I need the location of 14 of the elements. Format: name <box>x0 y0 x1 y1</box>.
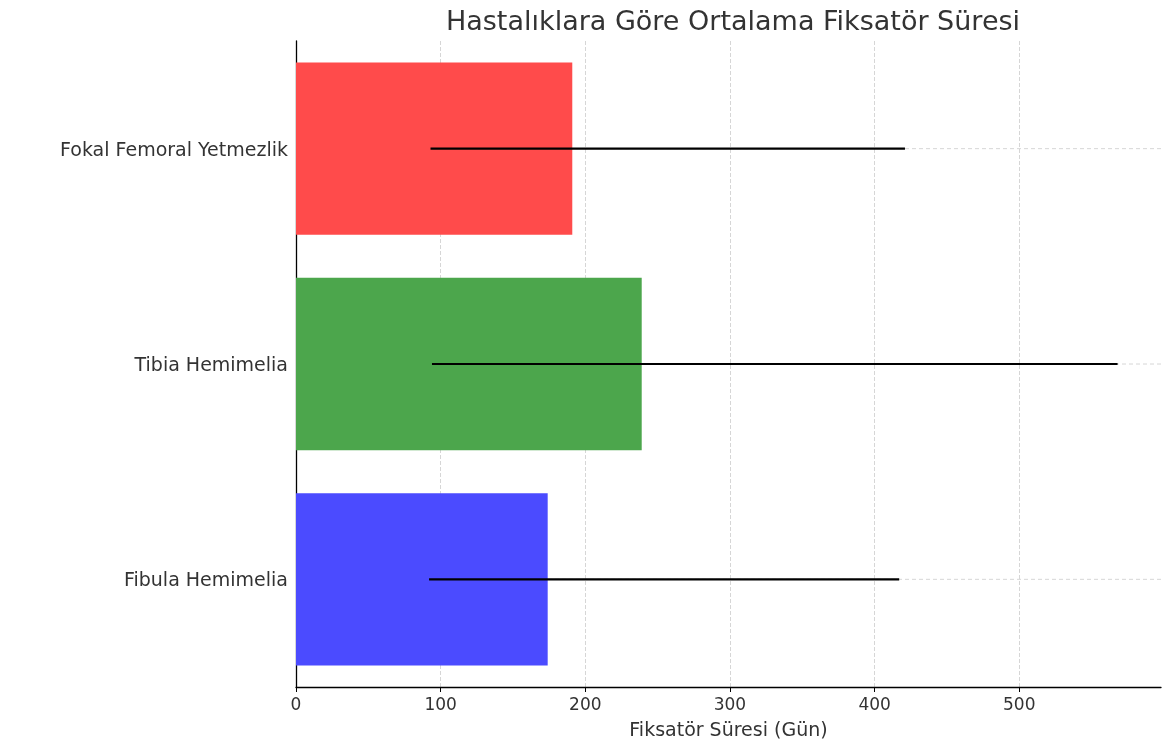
y-tick-label: Fokal Femoral Yetmezlik <box>60 137 288 160</box>
y-tick-label: Tibia Hemimelia <box>133 353 288 375</box>
x-tick-label: 0 <box>290 693 302 714</box>
bar <box>296 493 548 666</box>
x-tick-label: 100 <box>424 693 457 714</box>
x-tick-label: 400 <box>858 693 891 714</box>
x-tick-label: 300 <box>713 693 747 714</box>
x-tick-label: 500 <box>1003 693 1036 714</box>
chart-title: Hastalıklara Göre Ortalama Fiksatör Süresi <box>445 5 1021 36</box>
x-axis-title: Fiksatör Süresi (Gün) <box>629 717 828 740</box>
y-tick-label: Fibula Hemimelia <box>123 568 288 591</box>
bar <box>296 62 573 235</box>
bar <box>296 277 642 451</box>
x-tick-label: 200 <box>569 693 602 714</box>
